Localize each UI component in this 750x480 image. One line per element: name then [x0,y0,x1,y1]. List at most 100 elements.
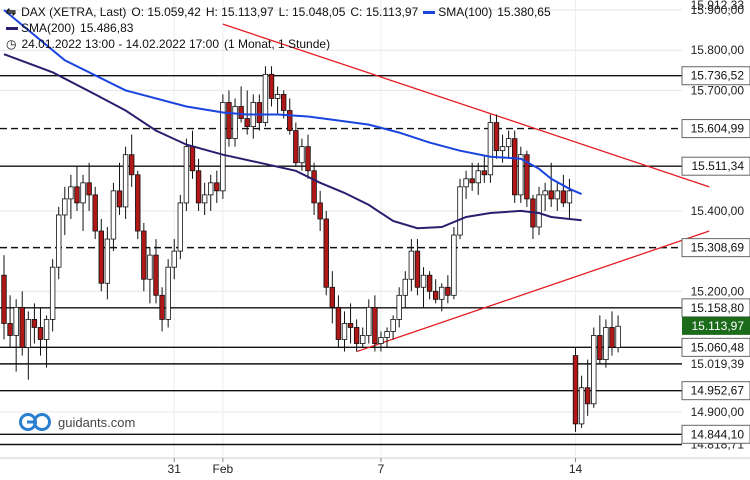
y-tick-label: 15.800,00 [691,43,745,57]
candle-body [432,290,439,300]
candle-body [353,327,360,344]
guidants-logo: guidants.com [18,412,135,432]
candle-body [226,102,232,140]
price-level-box [681,238,750,258]
candle-body [128,154,135,176]
price-level-box [681,156,750,176]
candle-body [390,319,396,332]
candle-body [104,238,111,284]
candle-body [183,146,190,204]
sma200-legend-swatch [6,27,18,31]
ohlc-header: ⇋ DAX (XETRA, Last) O: 15.059,42 H: 15.113,… [6,5,556,19]
sma200-line [3,53,582,230]
candle-body [439,286,445,300]
sma200-legend: SMA(200) 15.486,83 [6,21,138,35]
sma100-line [3,9,582,196]
candle-body [92,194,98,232]
price-level-label: 15.511,34 [692,159,745,173]
candle-body [86,182,92,196]
candle-body [426,274,433,292]
candle-body [299,146,305,164]
candle-body [347,323,354,328]
candle-body [25,319,32,348]
candle-body [317,202,323,220]
candle-body [49,266,56,320]
candle-body [220,102,226,192]
candle-body [396,294,402,320]
candle-body [445,286,451,296]
candle-body [19,306,25,348]
y-partial-label: 15.019,39 [691,357,745,371]
candle-body [493,122,500,152]
trendline [222,23,710,188]
sma100-value: 15.380,65 [497,5,551,19]
candle-body [420,274,427,288]
candle-body [554,190,560,200]
candle-body [597,335,603,361]
candle-body [214,182,220,192]
candle-body [615,325,621,348]
price-level-box [681,298,750,318]
guidants-logo-icon [19,413,51,431]
candle-body [463,178,469,188]
moving-averages [3,9,582,230]
candle-body [378,337,384,344]
candle-body [189,146,196,172]
interval: (1 Monat, 1 Stunde) [224,37,331,51]
candle-body [366,306,372,336]
candle-body [566,190,573,204]
candle-body [165,266,171,320]
candle-body [116,190,123,208]
candle-body [603,327,609,361]
candle-body [280,94,287,111]
price-level-label: 15.060,48 [691,340,745,354]
candle-body [177,202,184,252]
candle-body [56,214,62,268]
candle-body [536,194,542,228]
x-tick-label: 31 [168,462,182,476]
candle-body [451,234,457,296]
candle-body [287,110,293,131]
last-price-box [682,316,750,335]
candle-body [572,355,579,425]
candle-body [68,186,74,200]
candle-body [256,102,263,123]
y-tick-label: 15.900,00 [691,3,745,17]
candle-body [262,73,269,123]
candle-body [31,319,38,328]
candle-body [122,154,129,208]
chart-type-icon[interactable]: ⇋ [6,5,17,19]
candle-body [372,306,378,344]
candle-body [341,323,348,340]
candle-body [578,387,585,425]
candle-body [13,306,19,336]
sma200-value: 15.486,83 [80,21,134,35]
close-value: C: 15.113,97 [350,5,419,19]
candle-body [408,250,415,280]
candle-body [457,186,463,236]
candle-body [268,73,275,99]
candle-body [402,278,408,296]
time-axis: 31 Feb 7 14 [168,458,583,476]
x-tick-label: 14 [569,462,583,476]
x-tick-label: Feb [213,462,234,476]
candle-body [414,250,421,288]
candle-body [232,106,238,140]
candle-body [481,170,488,176]
candle-body [542,190,548,196]
candle-body [244,118,250,127]
candle-body [153,254,159,296]
candle-body [171,250,177,268]
candle-body [274,94,281,99]
candle-body [469,178,475,184]
high-value: H: 15.113,97 [205,5,274,19]
candle-body [98,230,104,284]
y-tick-label: 15.200,00 [691,284,745,298]
candle-body [80,182,86,204]
price-level-box [681,424,750,444]
sma100-legend-swatch [423,11,436,15]
date-range: 24.01.2022 13:00 - 14.02.2022 17:00 [21,37,219,51]
candle-body [37,327,44,340]
candle-body [147,254,153,280]
